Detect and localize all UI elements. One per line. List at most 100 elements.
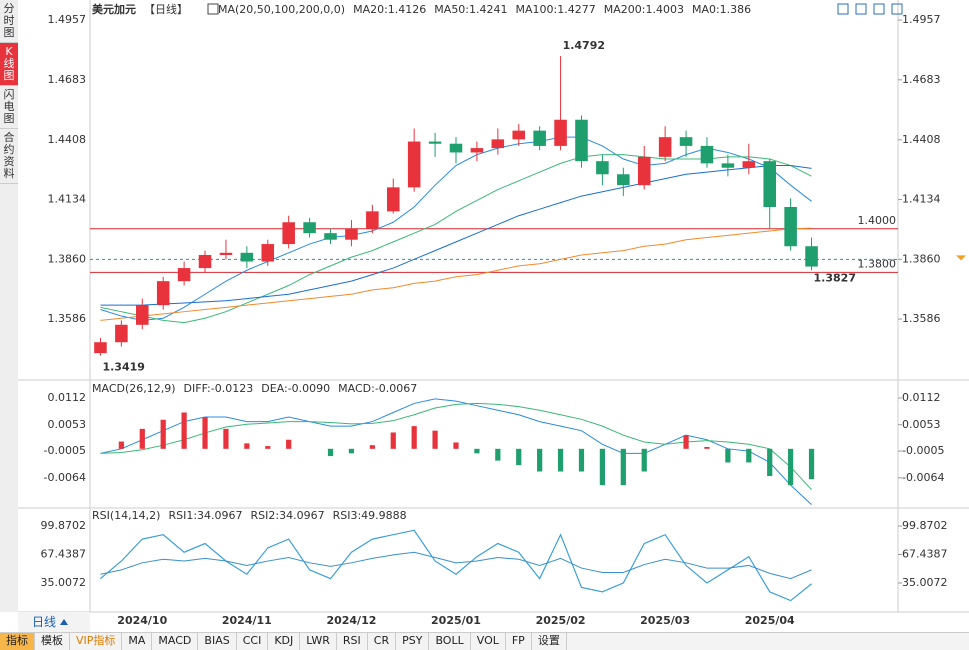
candle-body <box>240 252 254 262</box>
legend-entry: RSI3:49.9888 <box>333 509 407 522</box>
series-line <box>100 154 812 324</box>
legend-entry: RSI(14,14,2) <box>92 509 160 522</box>
candle-body <box>575 119 588 162</box>
y-tick-label-right: 35.0072 <box>902 576 948 589</box>
candle-body <box>303 222 316 234</box>
legend-entry: MA200:1.4003 <box>604 3 684 16</box>
toolbar-item[interactable]: MA <box>122 633 153 650</box>
period-selector[interactable]: 日线 <box>18 612 90 632</box>
extreme-label: 1.4792 <box>563 39 605 52</box>
toolbar-item[interactable]: CR <box>368 633 397 650</box>
x-tick-label: 2024/10 <box>117 614 167 627</box>
series-line <box>100 227 812 321</box>
toolbar-item[interactable]: 模板 <box>35 633 70 650</box>
series-line <box>100 136 812 321</box>
legend-entry: RSI2:34.0967 <box>251 509 325 522</box>
level-label: 1.3800 <box>858 257 897 270</box>
candle-body <box>679 137 693 146</box>
series-line <box>100 398 812 506</box>
candle-body <box>94 342 107 354</box>
y-tick-label: -0.0064 <box>44 471 86 484</box>
y-tick-label-right: 0.0112 <box>902 391 941 404</box>
side-tab[interactable]: 分时图 <box>0 0 18 43</box>
y-tick-label: 1.4957 <box>48 13 87 26</box>
toolbar-item[interactable]: BOLL <box>429 633 471 650</box>
side-tab[interactable]: K线图 <box>0 43 18 86</box>
icon[interactable] <box>837 3 849 15</box>
candle-body <box>428 141 442 144</box>
y-tick-label-right: -0.0005 <box>902 444 944 457</box>
toolbar-item[interactable]: 设置 <box>532 633 567 650</box>
toolbar: 指标 模板 VIP指标 MA MACD BIAS CCI KDJ LWR RSI CR PSY BOLL… <box>0 632 969 650</box>
y-tick-label-right: 1.4683 <box>902 73 941 86</box>
toolbar-item[interactable]: VIP指标 <box>70 633 123 650</box>
toolbar-item[interactable]: PSY <box>396 633 430 650</box>
y-tick-label-right: 0.0053 <box>902 418 941 431</box>
side-tab[interactable]: 合约资料 <box>0 129 18 184</box>
chart: 1.4957 1.4957 1.4683 1.4683 1.4408 1.4408 1.41… <box>18 0 969 632</box>
candle-body <box>533 130 546 146</box>
toolbar-item[interactable]: BIAS <box>198 633 237 650</box>
candle-body <box>407 141 421 188</box>
toolbar-item[interactable]: KDJ <box>268 633 301 650</box>
indicator-icon <box>207 3 219 15</box>
toolbar-item[interactable]: LWR <box>300 633 337 650</box>
legend-entry: MA100:1.4277 <box>516 3 596 16</box>
legend-entry: MA0:1.386 <box>692 3 751 16</box>
y-tick-label-right: 1.3586 <box>902 312 941 325</box>
background <box>18 0 969 632</box>
candle-body <box>658 137 672 157</box>
candle-body <box>617 174 630 186</box>
toolbar-item[interactable]: VOL <box>471 633 506 650</box>
candle-body <box>491 139 505 149</box>
legend-entry: MA50:1.4241 <box>434 3 507 16</box>
legend-entry: MA(20,50,100,200,0,0) <box>218 3 345 16</box>
y-tick-label-right: 1.4408 <box>902 133 941 146</box>
candle-body <box>721 163 735 168</box>
candle-body <box>136 305 149 325</box>
series-line <box>100 551 812 580</box>
candle-body <box>282 222 295 245</box>
y-tick-label: 1.4683 <box>48 73 87 86</box>
candle-body <box>763 161 776 207</box>
y-tick-label: 99.8702 <box>41 519 87 532</box>
y-tick-label-right: -0.0064 <box>902 471 944 484</box>
caret <box>59 619 68 625</box>
candle-body <box>386 187 400 212</box>
candle-body <box>470 148 484 153</box>
candle-body <box>805 246 818 267</box>
candle-body <box>345 228 358 240</box>
candle-body <box>449 143 463 153</box>
candle-body <box>261 244 275 262</box>
x-tick-label: 2024/12 <box>326 614 376 627</box>
y-tick-label: 1.4134 <box>48 193 87 206</box>
toolbar-item[interactable]: MACD <box>152 633 199 650</box>
y-tick-label: 0.0053 <box>48 418 87 431</box>
legend-entry: DIFF:-0.0123 <box>184 382 254 395</box>
series-line <box>100 529 812 602</box>
y-tick-label: 67.4387 <box>41 548 87 561</box>
toolbar-item[interactable]: FP <box>506 633 532 650</box>
icon[interactable] <box>873 3 885 15</box>
y-tick-label: 1.3860 <box>48 252 87 265</box>
toolbar-item[interactable]: RSI <box>337 633 368 650</box>
y-tick-label: -0.0005 <box>44 444 86 457</box>
side-tab[interactable]: 闪电图 <box>0 86 18 129</box>
toolbar-item[interactable]: 指标 <box>0 633 35 650</box>
legend-entry: 【日线】 <box>144 2 188 16</box>
toolbar-icons[interactable] <box>837 3 903 15</box>
candle-body <box>742 161 756 168</box>
y-tick-label-right: 1.3860 <box>902 252 941 265</box>
toolbar-item[interactable]: CCI <box>237 633 269 650</box>
y-tick-label: 35.0072 <box>41 576 87 589</box>
icon[interactable] <box>855 3 867 15</box>
extreme-label: 1.3827 <box>814 272 856 285</box>
candle-body <box>784 206 797 247</box>
icon[interactable] <box>891 3 903 15</box>
y-tick-label: 0.0112 <box>48 391 87 404</box>
legend-entry: MACD:-0.0067 <box>338 382 417 395</box>
y-tick-label-right: 99.8702 <box>902 519 948 532</box>
y-tick-label: 1.4408 <box>48 133 87 146</box>
y-tick-label: 1.3586 <box>48 312 87 325</box>
